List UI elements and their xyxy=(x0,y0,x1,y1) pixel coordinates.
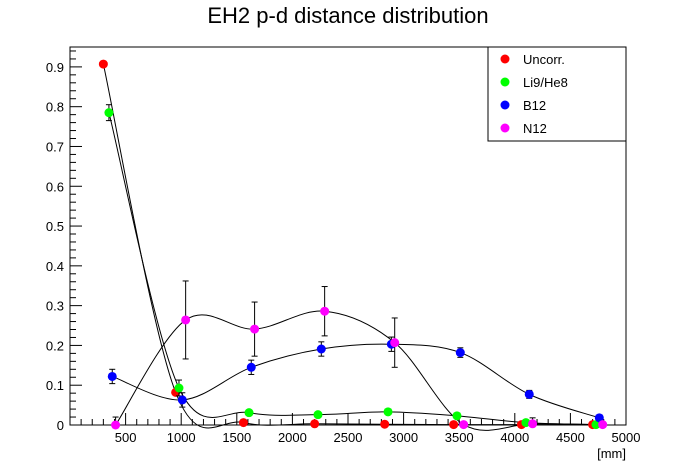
legend-marker xyxy=(500,54,510,64)
x-tick-label: 4000 xyxy=(500,430,529,445)
data-point xyxy=(316,344,326,354)
y-tick-label: 0.3 xyxy=(46,299,64,314)
data-point xyxy=(244,408,254,418)
data-point xyxy=(390,338,400,348)
x-tick-label: 2000 xyxy=(278,430,307,445)
data-point xyxy=(383,407,393,417)
data-point xyxy=(320,306,330,316)
series-group xyxy=(107,336,604,423)
data-point xyxy=(111,420,121,430)
legend-label: Li9/He8 xyxy=(523,75,568,90)
data-point xyxy=(177,395,187,405)
data-point xyxy=(380,419,390,429)
data-point xyxy=(459,420,469,430)
legend-marker xyxy=(500,100,510,110)
data-point xyxy=(174,383,184,393)
data-point xyxy=(181,315,191,325)
series-group xyxy=(111,280,608,430)
fit-curve xyxy=(108,112,596,426)
y-tick-label: 0.1 xyxy=(46,378,64,393)
x-tick-label: 1500 xyxy=(222,430,251,445)
chart-title: EH2 p-d distance distribution xyxy=(207,3,488,28)
x-tick-label: 1000 xyxy=(167,430,196,445)
legend-label: N12 xyxy=(523,121,547,136)
legend-box xyxy=(487,46,627,142)
x-tick-label: 3000 xyxy=(389,430,418,445)
x-tick-label: 2500 xyxy=(334,430,363,445)
y-tick-label: 0.9 xyxy=(46,60,64,75)
y-tick-label: 0.8 xyxy=(46,100,64,115)
y-tick-label: 0.5 xyxy=(46,219,64,234)
data-point xyxy=(524,389,534,399)
legend: Uncorr. Li9/He8 B12 N12 xyxy=(487,46,627,142)
data-point xyxy=(107,371,117,381)
data-point xyxy=(246,362,256,372)
series-group xyxy=(104,104,601,430)
data-point xyxy=(528,419,538,429)
data-point xyxy=(452,411,462,421)
data-point xyxy=(594,413,604,423)
data-point xyxy=(313,410,323,420)
y-tick-label: 0 xyxy=(57,418,64,433)
data-point xyxy=(98,59,108,69)
data-point xyxy=(104,108,114,118)
y-tick-label: 0.2 xyxy=(46,338,64,353)
data-point xyxy=(455,348,465,358)
x-tick-label: 4500 xyxy=(556,430,585,445)
x-tick-label: 3500 xyxy=(445,430,474,445)
data-point xyxy=(521,418,531,428)
data-point xyxy=(591,420,601,430)
legend-label: B12 xyxy=(523,98,546,113)
data-point xyxy=(238,418,248,428)
data-point xyxy=(449,420,459,430)
legend-marker xyxy=(500,77,510,87)
legend-label: Uncorr. xyxy=(523,52,565,67)
fit-curve xyxy=(112,343,600,419)
legend-marker xyxy=(500,123,510,133)
data-point xyxy=(310,419,320,429)
data-series xyxy=(98,59,608,430)
x-tick-label: 5000 xyxy=(612,430,641,445)
x-axis-title: [mm] xyxy=(597,446,626,461)
axes: 0 0.1 0.2 0.3 0.4 0.5 0.6 0.7 0.8 0.9 500 1000 1500 2… xyxy=(46,50,641,445)
y-tick-label: 0.7 xyxy=(46,139,64,154)
y-tick-label: 0.6 xyxy=(46,179,64,194)
y-tick-label: 0.4 xyxy=(46,259,64,274)
data-point xyxy=(598,420,608,430)
x-tick-label: 500 xyxy=(115,430,137,445)
data-point xyxy=(250,324,260,334)
